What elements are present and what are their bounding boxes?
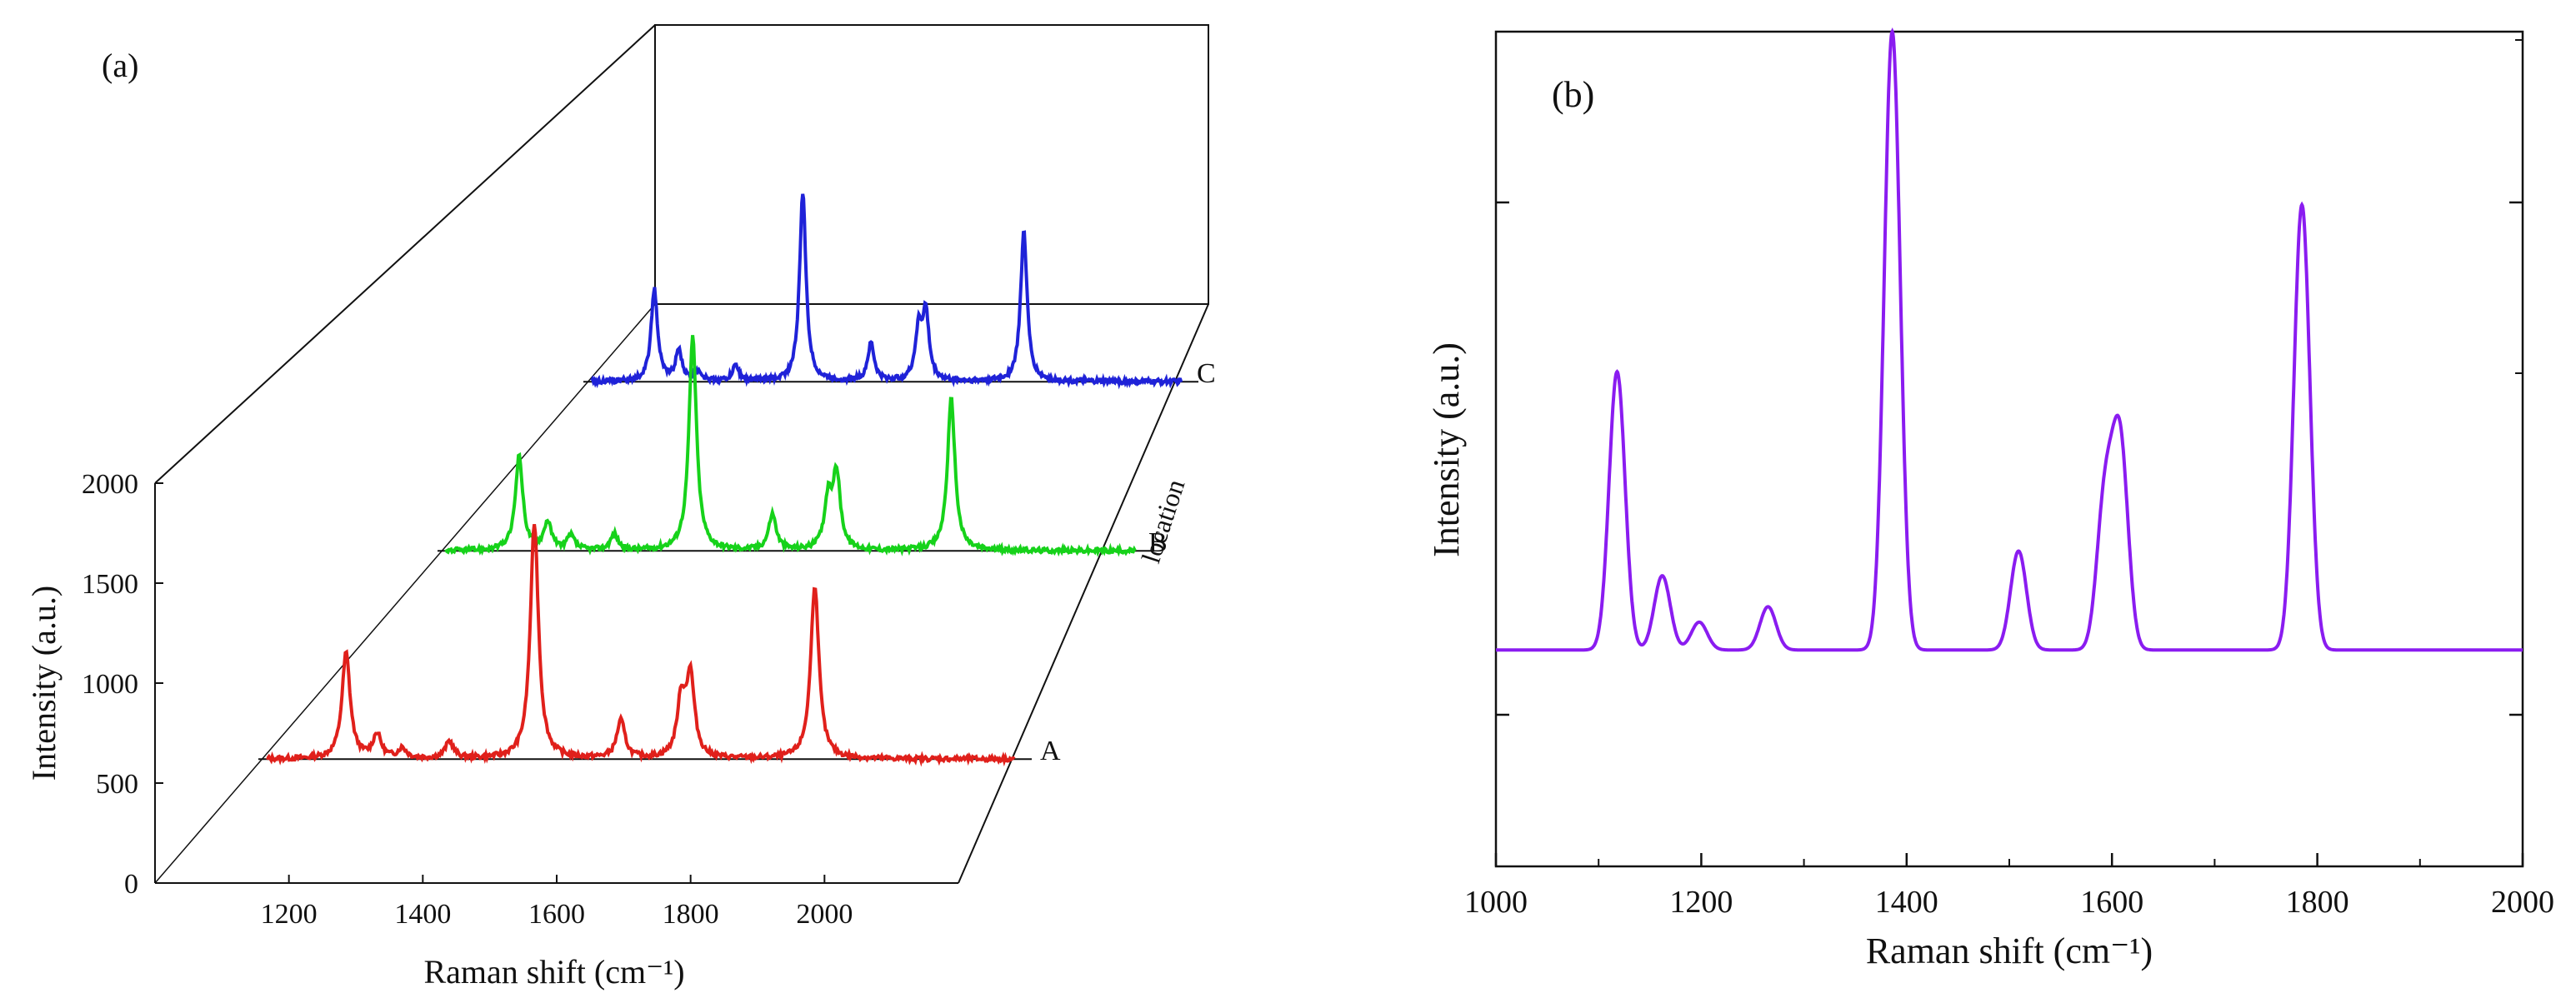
x-tick-label-a: 1600 <box>528 899 585 930</box>
series-line-a <box>590 193 1183 390</box>
panel-b: (b) 1000 1200 1400 1600 1800 2000 Raman shift… <box>1426 27 2554 971</box>
y-tick-label-a: 0 <box>124 869 138 900</box>
y-axis-title-a: Intensity (a.u.) <box>25 586 63 781</box>
frame-top-left-edge <box>154 24 656 484</box>
y-tick-label-a: 1500 <box>82 569 138 600</box>
y-tick-label-a: 1000 <box>82 669 138 700</box>
x-tick-label-b: 1200 <box>1669 885 1733 920</box>
x-tick-label-b: 1600 <box>2080 885 2143 920</box>
series-label-a: C <box>1197 358 1216 389</box>
x-tick-label-a: 1800 <box>663 899 719 930</box>
x-axis-title-b: Raman shift (cm⁻¹) <box>1866 931 2153 971</box>
x-tick-label-a: 1400 <box>394 899 451 930</box>
panel-a: (a) 1200 1400 1600 1800 2000 0 500 1000 1500 2000… <box>25 24 1216 991</box>
series-label-a: A <box>1040 736 1061 766</box>
y-axis-title-b: Intensity (a.u.) <box>1426 342 1467 557</box>
series-label-a: B <box>1148 527 1168 558</box>
x-tick-label-a: 1200 <box>261 899 318 930</box>
series-line-a <box>444 335 1137 557</box>
y-tick-label-a: 500 <box>96 769 138 800</box>
plot-frame-b <box>1494 30 2524 868</box>
axis-ticks-b: 1000 1200 1400 1600 1800 2000 <box>1464 39 2554 920</box>
series-line-b <box>1496 27 2523 652</box>
x-tick-label-b: 1400 <box>1875 885 1938 920</box>
x-axis-title-a: Raman shift (cm⁻¹) <box>423 953 684 991</box>
panel-b-label: (b) <box>1552 74 1594 115</box>
series-group-a: C B A <box>258 193 1216 767</box>
y-tick-label-a: 2000 <box>82 469 138 500</box>
back-wall <box>654 24 1209 305</box>
x-tick-label-b: 1000 <box>1464 885 1528 920</box>
panel-a-label: (a) <box>102 47 138 84</box>
x-tick-label-b: 1800 <box>2286 885 2349 920</box>
series-line-a <box>265 524 1016 767</box>
x-tick-label-b: 2000 <box>2491 885 2554 920</box>
floor-right-edge <box>958 303 1209 884</box>
axis-ticks-a: 1200 1400 1600 1800 2000 0 500 1000 1500 2000 <box>82 469 853 930</box>
x-tick-label-a: 2000 <box>796 899 853 930</box>
floor-back-left-edge <box>154 303 656 884</box>
